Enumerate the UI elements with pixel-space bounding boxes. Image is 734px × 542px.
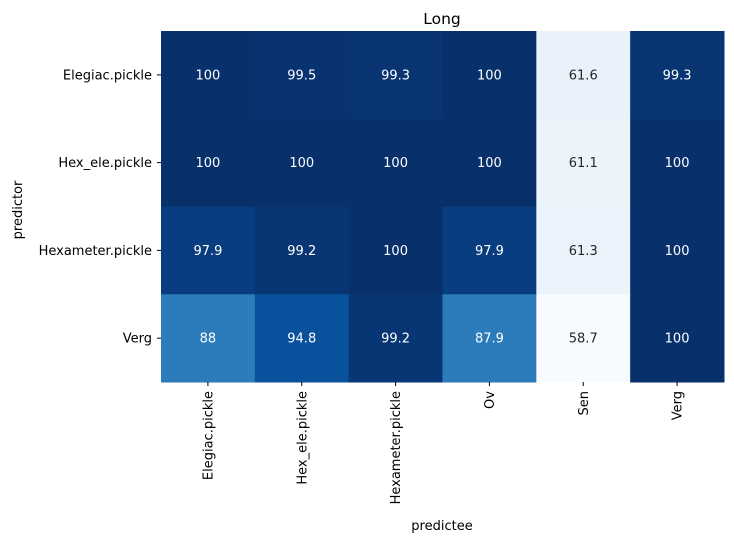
heatmap-cell [630, 294, 725, 383]
heatmap-cell [161, 31, 256, 120]
y-tick-label: Elegiac.pickle [63, 68, 152, 83]
heatmap-cell [442, 206, 537, 295]
x-tick-label: Verg [671, 391, 686, 420]
x-axis-label: predictee [411, 519, 472, 534]
chart-title: Long [423, 10, 461, 28]
x-tick-label: Sen [577, 391, 592, 416]
y-axis-label: predictor [11, 180, 26, 239]
heatmap-cell [536, 118, 631, 207]
cell-value-label: 61.1 [569, 156, 598, 171]
cell-value-label: 100 [196, 156, 221, 171]
heatmap-cell [348, 206, 443, 295]
cell-value-label: 87.9 [475, 332, 504, 347]
y-tick-label: Hex_ele.pickle [58, 156, 152, 171]
heatmap-cell [161, 118, 256, 207]
y-tick-label: Verg [123, 332, 152, 347]
cell-value-label: 100 [383, 156, 408, 171]
x-tick-label: Hex_ele.pickle [295, 391, 310, 485]
heatmap-cell [630, 206, 725, 295]
x-tick-label: Elegiac.pickle [201, 391, 216, 480]
cell-value-label: 100 [477, 68, 502, 83]
heatmap-cell [254, 294, 350, 383]
heatmap-cell [536, 206, 631, 295]
cell-value-label: 88 [200, 332, 217, 347]
cell-annotations: 100 99.5 99.3 100 61.6 99.3 100 100 100 100 61.1 10… [193, 68, 691, 346]
cell-value-label: 61.6 [569, 68, 598, 83]
heatmap-cell [254, 31, 350, 120]
cell-value-label: 100 [477, 156, 502, 171]
cell-value-label: 99.3 [381, 68, 410, 83]
heatmap-cell [348, 118, 443, 207]
cell-value-label: 100 [383, 244, 408, 259]
cell-value-label: 100 [665, 156, 690, 171]
cell-value-label: 100 [665, 244, 690, 259]
heatmap-cell [254, 118, 350, 207]
heatmap-cell [536, 31, 631, 120]
x-tick-label: Hexameter.pickle [389, 391, 404, 504]
heatmap-cell [442, 294, 537, 383]
heatmap-cell [348, 294, 443, 383]
cell-value-label: 97.9 [193, 244, 222, 259]
x-axis-ticks: Elegiac.pickle Hex_ele.pickle Hexameter.pi… [201, 382, 686, 504]
heatmap-cell [442, 31, 537, 120]
cell-value-label: 94.8 [287, 332, 316, 347]
cell-value-label: 58.7 [569, 332, 598, 347]
heatmap-cell [442, 118, 537, 207]
cell-value-label: 100 [289, 156, 314, 171]
x-tick-label: Ov [483, 391, 498, 409]
cell-value-label: 99.2 [381, 332, 410, 347]
heatmap-cell [536, 294, 631, 383]
heatmap-cell [161, 294, 256, 383]
heatmap-cell [254, 206, 350, 295]
cell-value-label: 99.5 [287, 68, 316, 83]
heatmap-cells [161, 31, 725, 383]
cell-value-label: 61.3 [569, 244, 598, 259]
y-tick-label: Hexameter.pickle [39, 244, 152, 259]
cell-value-label: 97.9 [475, 244, 504, 259]
heatmap-cell [630, 118, 725, 207]
y-axis-ticks: Elegiac.pickle Hex_ele.pickle Hexameter.pi… [39, 68, 161, 347]
cell-value-label: 99.3 [663, 68, 692, 83]
heatmap-cell [161, 206, 256, 295]
cell-value-label: 100 [196, 68, 221, 83]
heatmap-cell [348, 31, 443, 120]
cell-value-label: 100 [665, 332, 690, 347]
heatmap-cell [630, 31, 725, 120]
cell-value-label: 99.2 [287, 244, 316, 259]
